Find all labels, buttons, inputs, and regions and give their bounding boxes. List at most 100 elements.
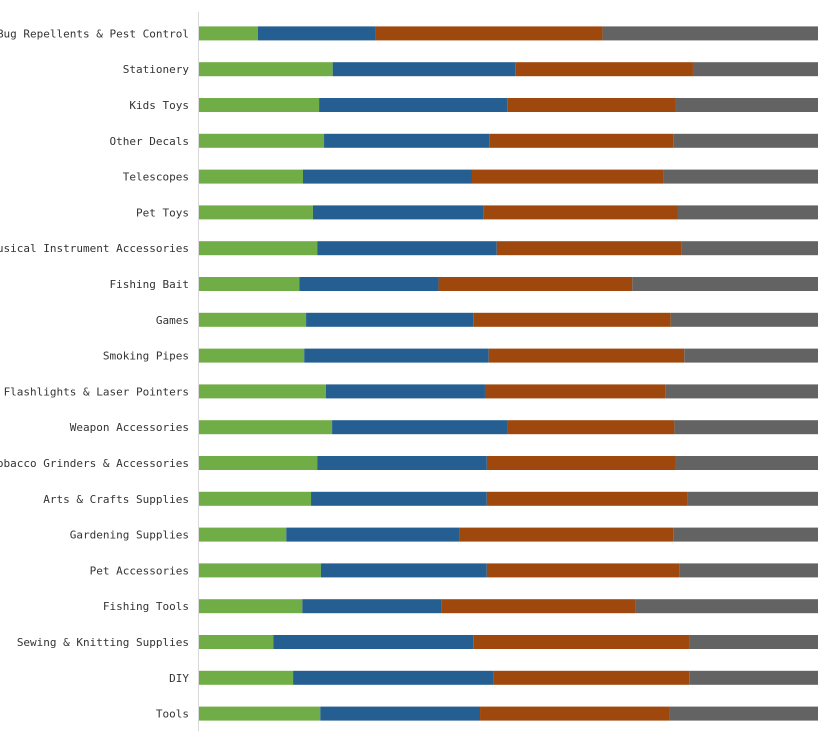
bar-segment-series-3 [488,348,685,363]
bar-segment-series-2 [273,635,474,649]
bar-segment-series-2 [332,62,516,77]
bar-segment-series-1 [199,98,320,112]
category-label: Musical Instrument Accessories [0,242,189,255]
category-labels: Bug Repellents & Pest Control Stationery K… [0,27,189,720]
bar-segment-series-1 [199,348,305,363]
bar-segment-series-3 [473,635,690,649]
bar-segment-series-4 [681,241,818,256]
category-label: Gardening Supplies [70,529,189,542]
bar-segment-series-4 [602,26,818,41]
category-label: DIY [169,672,189,685]
bar-segment-series-4 [669,706,818,721]
category-label: Kids Toys [129,99,189,112]
bar-segment-series-4 [670,312,818,327]
bar-segment-series-3 [496,241,682,256]
bar-segment-series-2 [320,563,487,578]
bar-segment-series-2 [319,98,508,112]
bar-segment-series-2 [302,599,442,614]
bar-segment-series-3 [486,456,676,470]
bar-segment-series-4 [677,205,818,220]
category-label: Tobacco Grinders & Accessories [0,457,189,470]
bar-segment-series-2 [302,169,472,184]
bar-segment-series-4 [673,527,818,542]
category-label: Games [156,314,189,327]
bar-segment-series-4 [635,599,818,614]
bar-segment-series-1 [199,706,321,721]
category-label: Tools [156,708,189,721]
bar-segment-series-4 [689,670,818,685]
category-label: Smoking Pipes [103,350,189,363]
category-label: Weapon Accessories [70,421,189,434]
bar-segment-series-3 [507,420,675,435]
bar-segment-series-4 [675,456,818,470]
category-label: Sewing & Knitting Supplies [17,636,189,649]
bar-segment-series-4 [692,62,818,77]
bar-segment-series-1 [199,241,318,256]
bar-segment-series-1 [199,312,307,327]
bar-segment-series-4 [687,491,818,506]
bar-segment-series-3 [489,133,674,148]
bar-segment-series-1 [199,205,313,220]
bar-segment-series-3 [375,26,603,41]
bar-segment-series-1 [199,420,333,435]
bar-segment-series-3 [486,563,680,578]
category-label: Pet Accessories [90,564,189,577]
bar-segment-series-2 [286,527,460,542]
bar-segment-series-3 [484,384,666,399]
bar-segment-series-3 [483,205,678,220]
bar-segment-series-3 [441,599,636,614]
bar-segment-series-2 [325,384,485,399]
bar-segment-series-3 [486,491,688,506]
bar-segment-series-4 [663,169,818,184]
bar-segment-series-2 [257,26,376,41]
bar-segment-series-1 [199,26,258,41]
bar-segment-series-3 [438,277,633,291]
bar-segment-series-2 [311,491,487,506]
category-label: Arts & Crafts Supplies [43,493,189,506]
category-label: Fishing Bait [110,278,189,291]
bars-layer [199,26,818,721]
bar-segment-series-3 [473,312,671,327]
category-label: Other Decals [110,135,189,148]
bar-segment-series-1 [199,384,326,399]
bar-segment-series-3 [507,98,676,112]
category-label: Telescopes [123,171,189,184]
bar-segment-series-2 [293,670,494,685]
bar-segment-series-3 [459,527,674,542]
bar-segment-series-4 [665,384,818,399]
category-label: Flashlights & Laser Pointers [4,385,189,398]
bar-segment-series-2 [317,241,497,256]
bar-segment-series-1 [199,62,333,77]
bar-segment-series-1 [199,456,318,470]
category-label: Pet Toys [136,206,189,219]
bar-segment-series-4 [632,277,818,291]
bar-segment-series-4 [684,348,818,363]
bar-segment-series-2 [332,420,508,435]
bar-segment-series-2 [320,706,481,721]
bar-segment-series-2 [317,456,487,470]
bar-segment-series-4 [675,98,818,112]
bar-segment-series-1 [199,635,274,649]
bar-segment-series-4 [689,635,818,649]
bar-segment-series-2 [299,277,439,291]
bar-segment-series-4 [674,420,818,435]
bar-segment-series-4 [673,133,818,148]
bar-segment-series-2 [304,348,489,363]
bar-segment-series-1 [199,491,312,506]
bar-segment-series-3 [493,670,690,685]
bar-segment-series-1 [199,670,294,685]
bar-segment-series-3 [515,62,693,77]
bar-segment-series-1 [199,277,300,291]
bar-segment-series-4 [679,563,818,578]
bar-segment-series-2 [312,205,484,220]
bar-segment-series-3 [471,169,664,184]
bar-segment-series-3 [480,706,670,721]
bar-segment-series-1 [199,527,287,542]
bar-segment-series-1 [199,169,303,184]
bar-segment-series-1 [199,133,325,148]
category-label: Fishing Tools [103,600,189,613]
bar-segment-series-2 [306,312,474,327]
bar-segment-series-1 [199,563,321,578]
